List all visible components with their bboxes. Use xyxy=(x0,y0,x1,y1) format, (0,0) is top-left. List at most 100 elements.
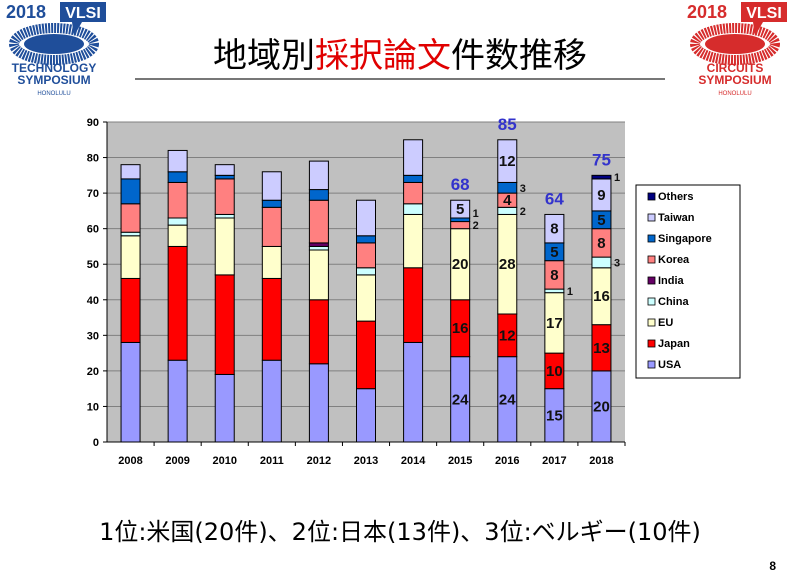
data-label: 5 xyxy=(597,212,605,229)
vlsi-circuits-logo: 2018 VLSI CIRCUITS SYMPOSIUM HONOLULU xyxy=(687,2,787,97)
y-tick-label: 90 xyxy=(87,117,99,129)
y-tick-label: 20 xyxy=(87,366,99,378)
x-tick-label: 2017 xyxy=(542,455,566,467)
bar-segment-taiwan xyxy=(261,171,282,201)
bar-segment-taiwan xyxy=(308,160,329,191)
data-label: 8 xyxy=(597,235,605,252)
data-label: 9 xyxy=(597,187,605,204)
data-label: 4 xyxy=(503,192,512,209)
bar-segment-korea xyxy=(308,199,329,244)
bar-segment-eu xyxy=(214,217,235,276)
bar-segment-usa xyxy=(356,388,376,443)
x-tick-label: 2010 xyxy=(212,455,236,467)
y-tick-label: 0 xyxy=(93,437,99,449)
data-label: 2 xyxy=(473,220,479,232)
bar-segment-japan xyxy=(403,267,424,343)
bar-segment-taiwan xyxy=(497,139,518,183)
bar-segment-usa xyxy=(167,359,188,443)
legend-label: Korea xyxy=(658,254,690,266)
data-label: 5 xyxy=(550,244,558,261)
bar-segment-china xyxy=(214,213,235,219)
bar-segment-korea xyxy=(120,203,141,233)
svg-text:2018: 2018 xyxy=(687,2,727,22)
bar-segment-taiwan xyxy=(214,164,235,176)
data-label: 15 xyxy=(546,407,563,424)
slide-title: 地域別採択論文件数推移 xyxy=(0,28,800,77)
bar-segment-others xyxy=(591,174,612,180)
bar-segment-usa xyxy=(120,341,141,443)
ranking-summary: 1位:米国(20件)、2位:日本(13件)、3位:ベルギー(10件) xyxy=(99,518,701,546)
svg-text:SYMPOSIUM: SYMPOSIUM xyxy=(17,73,90,87)
svg-text:CIRCUITS: CIRCUITS xyxy=(707,61,764,75)
bar-segment-china xyxy=(403,203,424,215)
data-label: 1 xyxy=(614,172,620,184)
total-label: 68 xyxy=(451,175,470,194)
legend-swatch-eu xyxy=(647,318,656,327)
bar-segment-china xyxy=(591,256,612,269)
data-label: 2 xyxy=(520,206,526,218)
legend-label: EU xyxy=(658,317,673,329)
data-label: 3 xyxy=(614,257,620,269)
y-tick-label: 50 xyxy=(87,259,99,271)
legend-swatch-usa xyxy=(647,360,656,369)
total-label: 85 xyxy=(498,115,517,134)
bar-segment-japan xyxy=(167,245,188,361)
bar-segment-singapore xyxy=(450,217,471,223)
bar-segment-china xyxy=(308,245,329,251)
data-label: 12 xyxy=(499,327,516,344)
y-tick-label: 10 xyxy=(87,401,99,413)
bar-segment-korea xyxy=(403,181,424,205)
bar-segment-china xyxy=(544,288,565,294)
bar-segment-eu xyxy=(356,274,376,322)
data-label: 1 xyxy=(567,286,573,298)
legend-swatch-india xyxy=(647,276,656,285)
bar-segment-singapore xyxy=(403,174,424,183)
data-label: 28 xyxy=(499,256,516,273)
x-tick-label: 2015 xyxy=(448,455,472,467)
svg-text:HONOLULU: HONOLULU xyxy=(718,91,751,97)
data-label: 16 xyxy=(452,320,469,337)
bar-segment-singapore xyxy=(167,171,188,183)
y-tick-label: 30 xyxy=(87,330,99,342)
bar-segment-taiwan xyxy=(120,164,141,180)
bar-segment-china xyxy=(120,231,141,237)
svg-text:2018: 2018 xyxy=(6,2,46,22)
bar-segment-singapore xyxy=(214,174,235,180)
bar-segment-japan xyxy=(120,277,141,343)
title-part: 地域別 xyxy=(213,36,315,76)
x-tick-label: 2014 xyxy=(401,455,426,467)
data-label: 16 xyxy=(593,288,610,305)
vlsi-technology-logo: 2018 VLSI TECHNOLOGY SYMPOSIUM HONOLULU xyxy=(6,2,106,97)
legend-label: Taiwan xyxy=(658,212,695,224)
data-label: 13 xyxy=(593,340,610,357)
total-label: 75 xyxy=(592,150,611,169)
svg-text:VLSI: VLSI xyxy=(746,5,782,22)
bar-segment-eu xyxy=(167,224,188,247)
bar-segment-korea xyxy=(167,181,188,219)
bar-segment-korea xyxy=(450,221,471,230)
bar-segment-japan xyxy=(261,277,282,361)
legend-swatch-singapore xyxy=(647,234,656,243)
svg-text:HONOLULU: HONOLULU xyxy=(37,91,70,97)
title-underline xyxy=(135,78,665,80)
total-label: 64 xyxy=(545,189,564,208)
bar-segment-eu xyxy=(261,245,282,279)
x-tick-label: 2012 xyxy=(307,455,331,467)
page-number: 8 xyxy=(769,559,776,573)
data-label: 8 xyxy=(550,267,558,284)
x-tick-label: 2009 xyxy=(165,455,189,467)
bar-segment-china xyxy=(167,217,188,226)
legend-label: India xyxy=(658,275,685,287)
bar-segment-usa xyxy=(403,341,424,443)
data-label: 10 xyxy=(546,363,563,380)
bar-segment-eu xyxy=(308,249,329,301)
svg-text:VLSI: VLSI xyxy=(65,5,101,22)
bar-segment-china xyxy=(356,267,376,276)
bar-segment-eu xyxy=(120,235,141,279)
bar-segment-eu xyxy=(403,213,424,269)
y-tick-label: 80 xyxy=(87,153,99,165)
legend-label: Singapore xyxy=(658,233,712,245)
title-highlight: 採択論文 xyxy=(315,36,451,76)
data-label: 1 xyxy=(473,208,479,220)
